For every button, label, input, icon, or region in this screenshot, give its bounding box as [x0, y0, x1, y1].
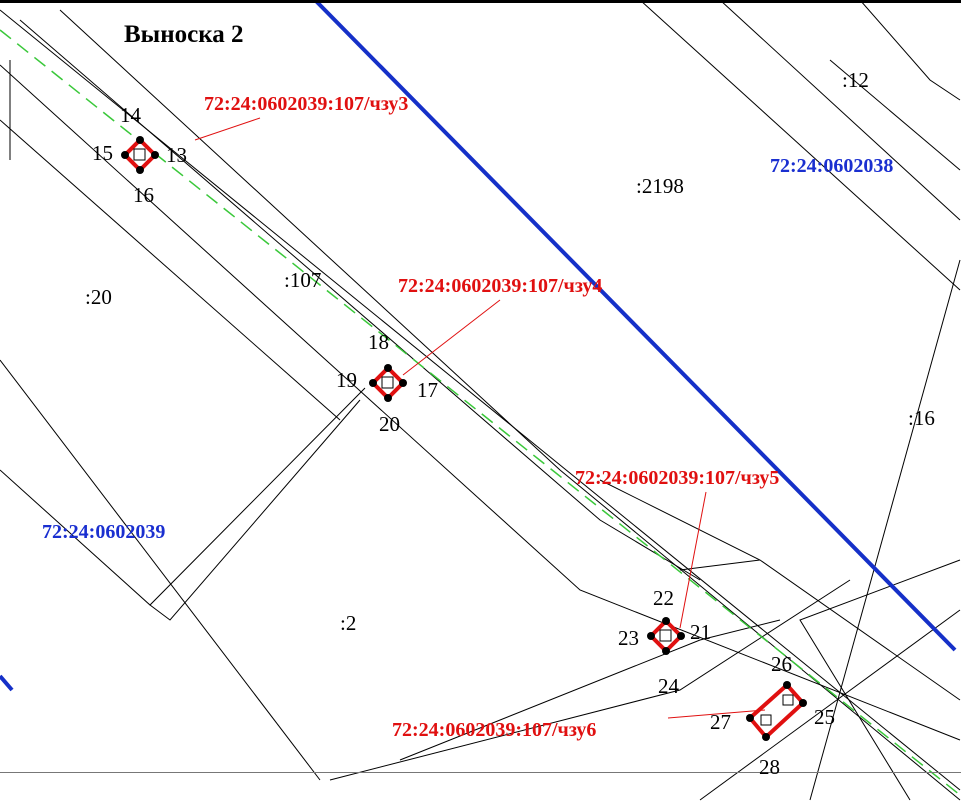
quarter-label: 72:24:0602038: [770, 155, 893, 177]
frame: [0, 0, 961, 3]
parcel-label: :16: [908, 406, 935, 430]
point-label: 19: [336, 368, 357, 392]
point-label: 14: [120, 103, 142, 127]
parcel-label: :2: [340, 611, 356, 635]
point-label: 21: [690, 620, 711, 644]
point-label: 18: [368, 330, 389, 354]
title: Выноска 2: [124, 21, 243, 48]
zone-label: 72:24:0602039:107/чзу3: [204, 93, 408, 115]
frame: [0, 772, 961, 773]
point-label: 13: [166, 143, 187, 167]
point-label: 15: [92, 141, 113, 165]
point-label: 20: [379, 412, 400, 436]
map: Выноска 2 72:24:0602038 72:24:0602039 :1…: [0, 0, 961, 804]
point-label: 24: [658, 674, 680, 698]
point-label: 27: [710, 710, 731, 734]
point-label: 16: [133, 183, 154, 207]
parcel-label: :12: [842, 68, 869, 92]
quarter-label: 72:24:0602039: [42, 521, 165, 543]
parcel-label: :20: [85, 285, 112, 309]
point-label: 17: [417, 378, 438, 402]
point-label: 22: [653, 586, 674, 610]
zone-label: 72:24:0602039:107/чзу6: [392, 719, 596, 741]
point-label: 23: [618, 626, 639, 650]
zone-label: 72:24:0602039:107/чзу5: [575, 467, 779, 489]
zone-label: 72:24:0602039:107/чзу4: [398, 275, 602, 297]
parcel-label: :107: [284, 268, 321, 292]
point-label: 26: [771, 652, 792, 676]
parcel-label: :2198: [636, 174, 684, 198]
point-label: 25: [814, 705, 835, 729]
point-label: 28: [759, 755, 780, 779]
